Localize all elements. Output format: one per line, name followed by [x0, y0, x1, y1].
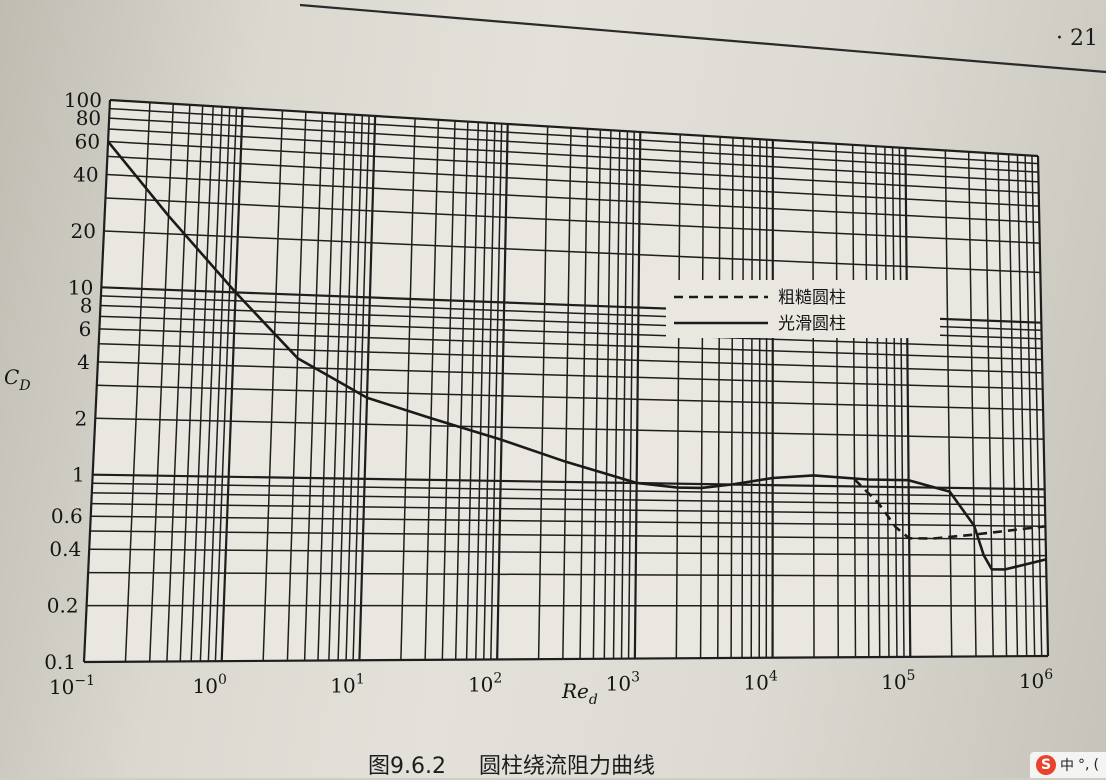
x-tick-label: 105	[881, 668, 915, 694]
grid-line-minor-x	[759, 139, 760, 658]
y-tick-label: 8	[80, 293, 93, 317]
y-tick-label: 4	[77, 350, 90, 374]
x-tick-label: 102	[468, 670, 502, 696]
x-tick-label: 103	[606, 670, 640, 696]
grid-line-minor-x	[766, 140, 767, 658]
y-tick-label: 40	[73, 163, 98, 187]
x-tick-label: 100	[193, 672, 227, 698]
figure-caption: 图9.6.2 圆柱绕流阻力曲线	[368, 748, 655, 780]
legend-label: 光滑圆柱	[778, 314, 846, 334]
ime-punctuation-toggle[interactable]: °,	[1078, 757, 1089, 773]
x-axis-label: Red	[561, 679, 598, 708]
page-number: · 21	[1056, 26, 1098, 51]
input-method-toolbar[interactable]: S 中 °, (	[1030, 752, 1106, 778]
y-tick-label: 20	[70, 219, 95, 243]
ime-more-button[interactable]: (	[1093, 757, 1098, 773]
x-tick-label: 101	[330, 671, 364, 697]
y-tick-label: 0.2	[47, 594, 79, 618]
y-axis-label: CD	[4, 365, 31, 394]
y-tick-label: 60	[75, 130, 100, 154]
y-tick-label: 2	[75, 406, 88, 430]
legend-label: 粗糙圆柱	[778, 288, 846, 308]
y-tick-label: 0.6	[51, 504, 83, 528]
caption-prefix: 图9.6.2	[368, 754, 446, 779]
y-tick-label: 6	[79, 317, 92, 341]
caption-title: 圆柱绕流阻力曲线	[479, 754, 655, 779]
x-tick-label: 10−1	[49, 673, 95, 699]
y-tick-label: 0.1	[44, 650, 76, 674]
y-tick-label: 80	[76, 106, 101, 130]
x-tick-label: 106	[1019, 667, 1053, 693]
sogou-logo-icon[interactable]: S	[1036, 755, 1056, 775]
ime-mode-toggle[interactable]: 中	[1060, 755, 1074, 775]
x-tick-label: 104	[743, 669, 777, 695]
y-tick-label: 0.4	[49, 537, 81, 561]
page-edge-line	[300, 5, 1106, 72]
y-tick-label: 1	[72, 463, 85, 487]
